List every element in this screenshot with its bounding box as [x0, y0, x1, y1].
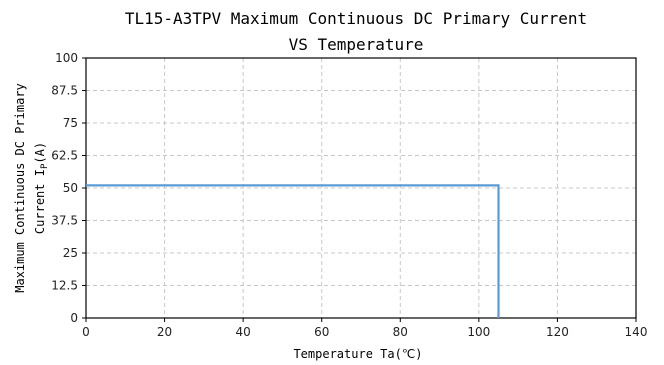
y-tick-label-0: 0	[70, 311, 78, 325]
x-tick-label-0: 0	[82, 325, 90, 339]
x-tick-label-7: 140	[625, 325, 648, 339]
y-tick-label-6: 75	[63, 116, 78, 130]
y-axis-label-unit: (A)	[33, 142, 47, 164]
chart-title-line-1: TL15-A3TPV Maximum Continuous DC Primary…	[125, 9, 587, 28]
y-tick-label-7: 87.5	[51, 84, 78, 98]
y-tick-label-4: 50	[63, 181, 78, 195]
y-tick-label-1: 12.5	[51, 279, 78, 293]
y-axis-label-line-2: Current IP(A)	[33, 142, 50, 234]
x-tick-label-5: 100	[467, 325, 490, 339]
y-axis-label-main: Current I	[33, 169, 47, 234]
x-tick-label-4: 80	[393, 325, 408, 339]
plot-area: 0 12.5 25 37.5 50 62.5 75 87.5 100 0 20 40 60 80 100 12…	[51, 51, 647, 339]
y-axis-label-subscript: P	[40, 163, 50, 169]
y-tick-label-3: 37.5	[51, 214, 78, 228]
y-tick-label-2: 25	[63, 246, 78, 260]
x-tick-label-1: 20	[157, 325, 172, 339]
x-tick-label-3: 60	[314, 325, 329, 339]
series-line-0	[86, 184, 500, 318]
y-tick-label-8: 100	[55, 51, 78, 65]
y-axis-label-line-1: Maximum Continuous DC Primary	[13, 83, 27, 293]
x-tick-label-6: 120	[546, 325, 569, 339]
x-axis-label: Temperature Ta(℃)	[293, 347, 422, 361]
y-tick-label-5: 62.5	[51, 149, 78, 163]
x-tick-label-2: 40	[236, 325, 251, 339]
chart-title-line-2: VS Temperature	[289, 35, 424, 54]
